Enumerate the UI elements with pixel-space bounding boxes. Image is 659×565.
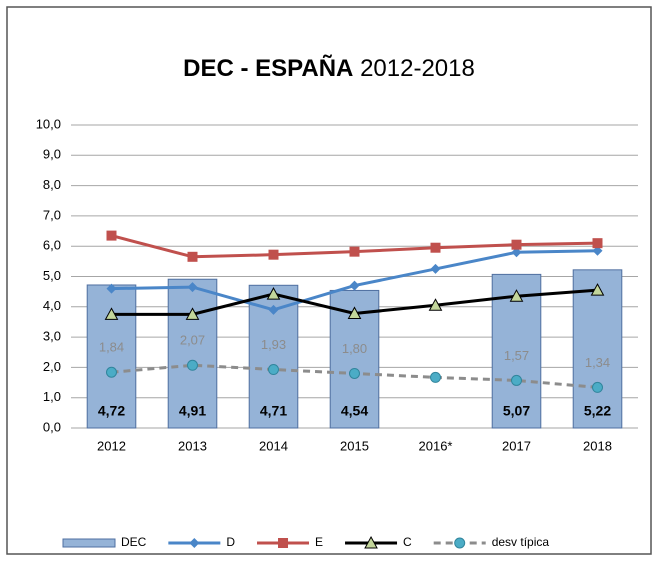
- point-marker: [430, 242, 441, 253]
- y-tick-label: 7,0: [43, 207, 61, 222]
- legend-swatch: [62, 538, 116, 548]
- x-tick-label: 2013: [178, 438, 207, 453]
- legend-marker: [454, 537, 466, 549]
- bar: [167, 278, 218, 429]
- point-marker: [592, 245, 603, 256]
- y-tick-label: 4,0: [43, 298, 61, 313]
- point-marker: [592, 238, 603, 249]
- point-marker: [268, 249, 279, 260]
- point-marker: [590, 283, 605, 296]
- x-tick-label: 2012: [97, 438, 126, 453]
- point-marker: [268, 304, 279, 315]
- y-tick-label: 2,0: [43, 359, 61, 374]
- x-tick-label: 2018: [583, 438, 612, 453]
- bar-value-label: 4,72: [98, 403, 125, 419]
- point-marker: [349, 246, 360, 257]
- bar-value-label: 4,54: [341, 403, 368, 419]
- y-tick-label: 3,0: [43, 329, 61, 344]
- legend-label: C: [403, 535, 412, 549]
- bar: [572, 269, 623, 429]
- bar-value-label: 4,91: [179, 403, 206, 419]
- point-marker: [349, 280, 360, 291]
- y-tick-label: 9,0: [43, 147, 61, 162]
- point-marker: [430, 263, 441, 274]
- x-tick-label: 2014: [259, 438, 288, 453]
- point-marker: [106, 283, 117, 294]
- y-tick-label: 1,0: [43, 389, 61, 404]
- title-bold: DEC - ESPAÑA: [183, 54, 353, 82]
- point-marker: [511, 247, 522, 258]
- y-tick-label: 0,0: [43, 419, 61, 434]
- point-marker: [509, 289, 524, 302]
- y-tick-label: 8,0: [43, 177, 61, 192]
- point-marker: [185, 307, 200, 320]
- legend-marker: [189, 538, 200, 548]
- y-tick-label: 5,0: [43, 268, 61, 283]
- point-marker: [106, 366, 117, 378]
- point-marker: [266, 287, 281, 300]
- point-marker: [592, 381, 603, 393]
- point-marker: [349, 367, 360, 379]
- chart-title: DEC - ESPAÑA 2012-2018: [183, 54, 475, 82]
- legend-marker: [364, 535, 378, 549]
- x-tick-label: 2017: [502, 438, 531, 453]
- point-marker: [430, 371, 441, 383]
- point-value-label: 1,84: [99, 340, 124, 355]
- point-value-label: 1,57: [504, 348, 529, 363]
- y-tick-label: 10,0: [36, 116, 61, 131]
- bar-value-label: 4,71: [260, 403, 287, 419]
- point-marker: [511, 239, 522, 250]
- point-value-label: 2,07: [180, 333, 205, 348]
- point-marker: [428, 298, 443, 311]
- legend-label: D: [226, 535, 235, 549]
- point-marker: [511, 374, 522, 386]
- x-tick-label: 2015: [340, 438, 369, 453]
- legend-label: DEC: [121, 535, 147, 549]
- point-value-label: 1,93: [261, 337, 286, 352]
- chart-frame: [6, 6, 652, 555]
- point-marker: [187, 251, 198, 262]
- point-value-label: 1,80: [342, 341, 367, 356]
- y-tick-label: 6,0: [43, 238, 61, 253]
- point-marker: [187, 282, 198, 293]
- legend-marker: [278, 538, 289, 548]
- legend-label: E: [315, 535, 323, 549]
- title-rest: 2012-2018: [360, 55, 475, 82]
- x-tick-label: 2016*: [419, 438, 453, 453]
- point-marker: [104, 307, 119, 320]
- point-marker: [268, 364, 279, 376]
- bar-value-label: 5,22: [584, 403, 611, 419]
- legend-label: desv típica: [492, 535, 550, 549]
- point-marker: [106, 230, 117, 241]
- point-marker: [187, 359, 198, 371]
- bar-value-label: 5,07: [503, 403, 530, 419]
- point-marker: [347, 306, 362, 319]
- point-value-label: 1,34: [585, 355, 610, 370]
